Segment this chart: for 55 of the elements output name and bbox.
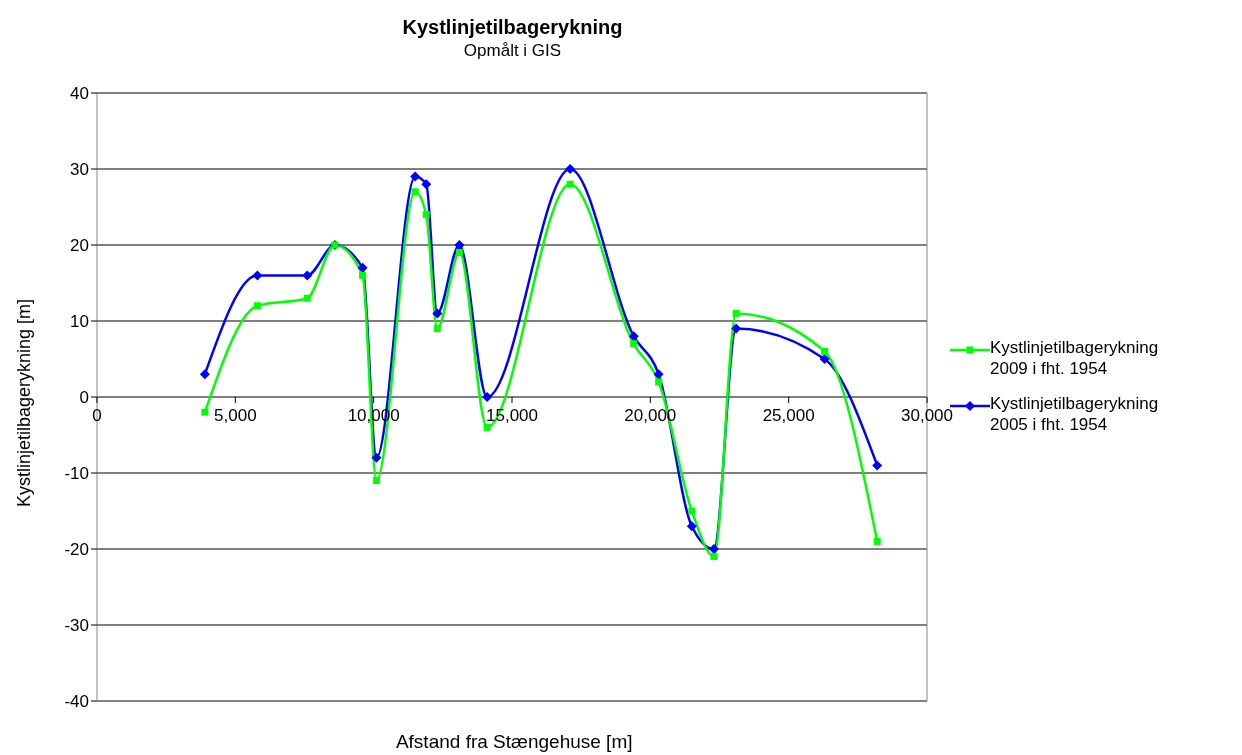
point — [483, 423, 491, 431]
point — [565, 164, 576, 174]
y-tick-label: 0 — [79, 388, 89, 408]
point — [653, 369, 664, 380]
y-tick-label: 20 — [70, 236, 89, 256]
point — [821, 347, 829, 355]
y-axis-title: Kystlinjetilbagerykning [m] — [14, 298, 35, 507]
y-tick-label: -10 — [64, 464, 89, 484]
point — [252, 270, 263, 281]
legend-label: Kystlinjetilbagerykning 2005 i fht. 1954 — [990, 393, 1160, 435]
point — [873, 537, 881, 545]
point — [710, 553, 718, 561]
x-tick-label: 0 — [92, 406, 102, 425]
point — [819, 354, 830, 364]
point — [372, 477, 380, 485]
point — [371, 452, 382, 463]
point — [201, 408, 209, 416]
point — [455, 249, 463, 257]
point — [566, 180, 574, 188]
y-tick-label: -30 — [64, 616, 89, 636]
chart-title: Kystlinjetilbagerykning — [401, 16, 624, 39]
point — [731, 323, 742, 334]
point — [630, 340, 638, 348]
y-tick-label: 40 — [70, 84, 89, 104]
point — [421, 179, 432, 190]
x-tick-label: 30,000 — [901, 406, 953, 425]
point — [302, 270, 313, 281]
point — [482, 392, 493, 402]
point — [732, 309, 740, 317]
point — [410, 171, 421, 182]
point — [253, 302, 261, 310]
point — [872, 460, 883, 471]
y-tick-label: -40 — [64, 692, 89, 712]
point — [199, 369, 210, 380]
point — [688, 507, 696, 515]
point — [411, 188, 419, 196]
point — [422, 211, 430, 219]
point — [303, 294, 311, 302]
point — [357, 262, 368, 273]
chart-subtitle: Opmålt i GIS — [462, 41, 563, 61]
point — [359, 271, 367, 279]
y-tick-label: 10 — [70, 312, 89, 332]
point — [708, 544, 719, 554]
point — [655, 378, 663, 386]
point — [433, 325, 441, 333]
legend-label: Kystlinjetilbagerykning 2009 i fht. 1954 — [990, 337, 1160, 379]
point — [432, 308, 443, 319]
y-tick-label: 30 — [70, 160, 89, 180]
x-tick-label: 5,000 — [214, 406, 257, 425]
x-axis-title: Afstand fra Stængehuse [m] — [395, 731, 633, 752]
y-tick-label: -20 — [64, 540, 89, 560]
point — [454, 240, 465, 250]
point — [628, 331, 639, 342]
point — [686, 521, 697, 532]
x-tick-label: 25,000 — [762, 406, 815, 425]
